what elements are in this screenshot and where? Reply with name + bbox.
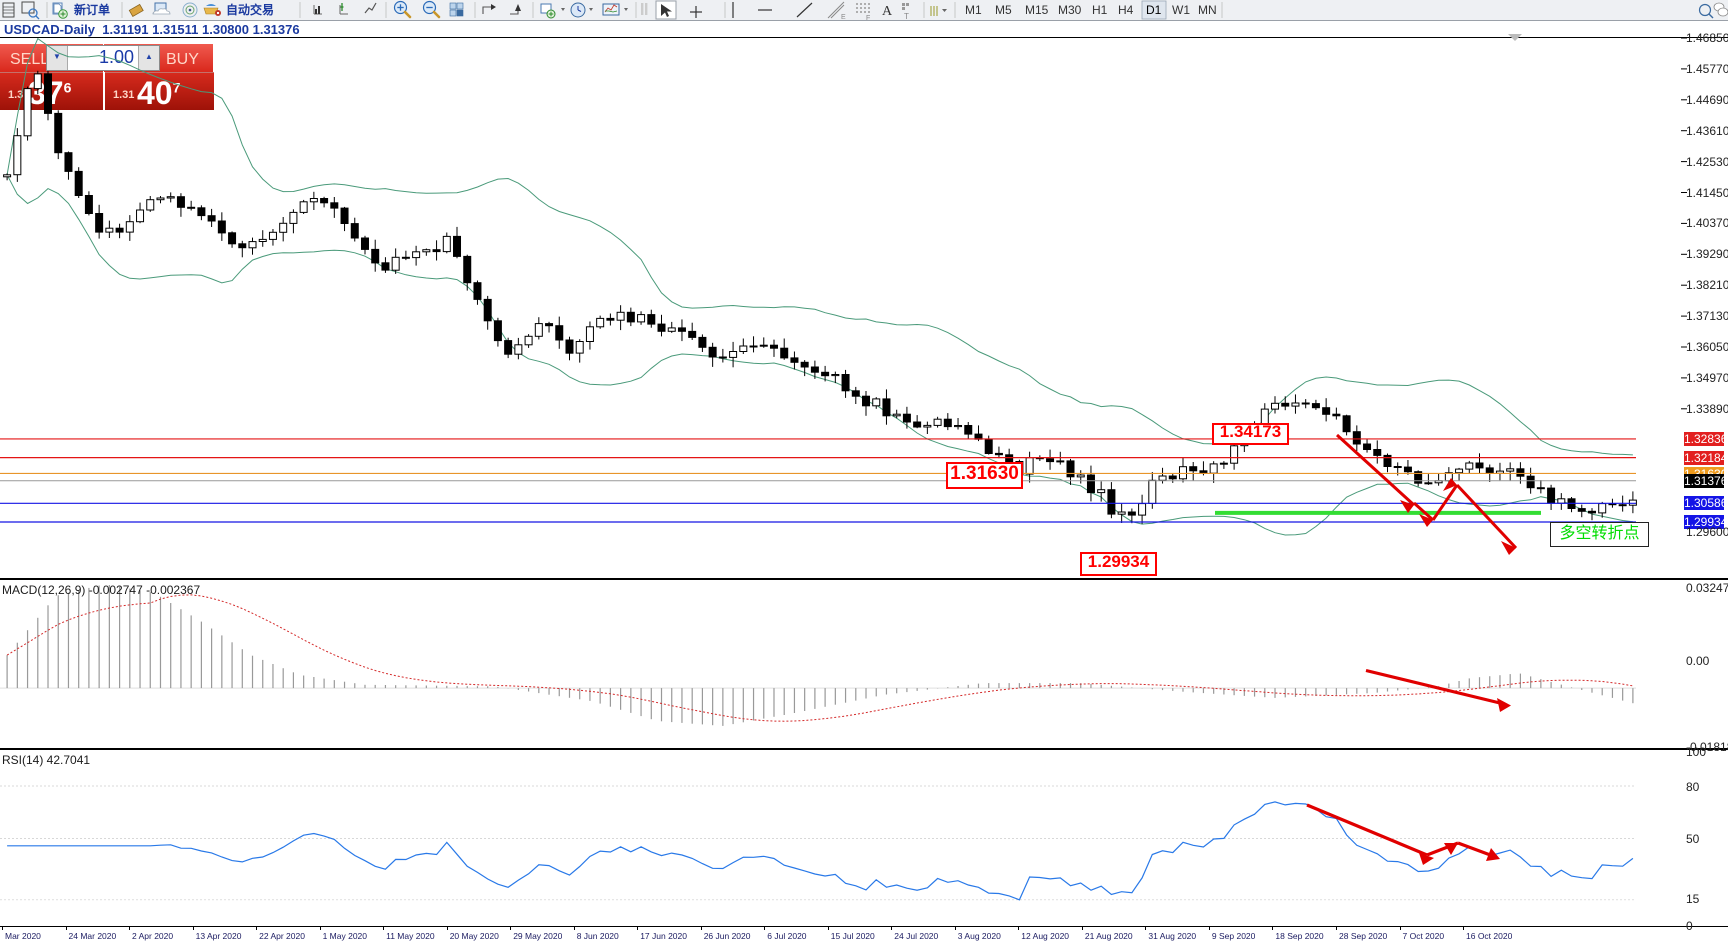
svg-text:A: A: [882, 4, 893, 19]
svg-text:自动交易: 自动交易: [226, 2, 274, 17]
svg-text:F: F: [866, 15, 870, 20]
svg-text:T: T: [904, 12, 909, 20]
svg-text:H4: H4: [1118, 3, 1134, 17]
svg-text:MN: MN: [1198, 3, 1217, 17]
svg-text:M30: M30: [1058, 3, 1082, 17]
svg-text:E: E: [841, 14, 846, 20]
svg-text:M5: M5: [995, 3, 1012, 17]
svg-text:H1: H1: [1092, 3, 1108, 17]
svg-text:新订单: 新订单: [74, 2, 110, 17]
svg-text:D1: D1: [1146, 3, 1162, 17]
svg-text:M1: M1: [965, 3, 982, 17]
svg-text:M15: M15: [1025, 3, 1049, 17]
svg-text:W1: W1: [1172, 3, 1190, 17]
